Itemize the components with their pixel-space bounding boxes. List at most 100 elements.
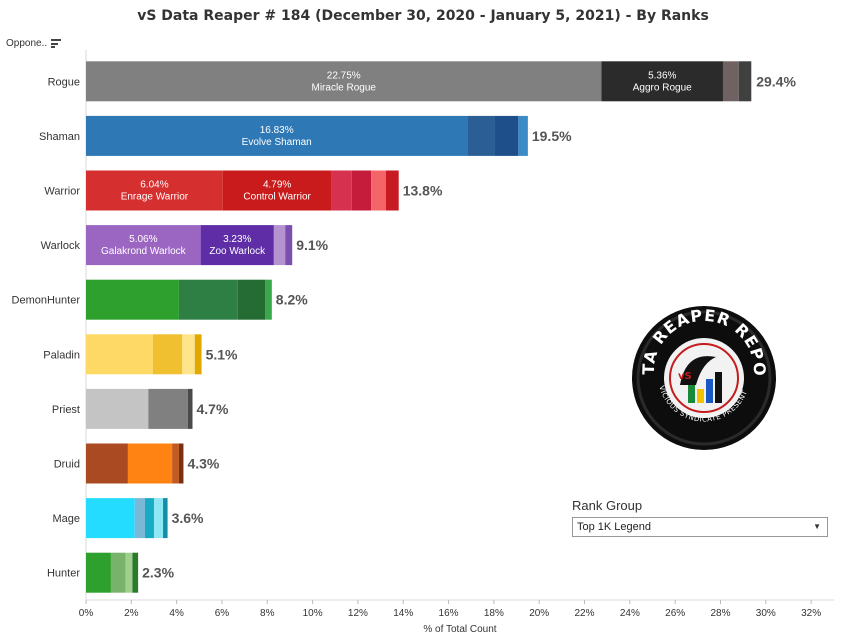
bar-total-label: 5.1% xyxy=(206,346,238,362)
x-tick-label: 4% xyxy=(169,608,184,619)
bar-total-label: 9.1% xyxy=(296,237,328,253)
bar-total-label: 29.4% xyxy=(756,73,796,89)
segment-percent-label: 3.23% xyxy=(223,234,251,245)
segment-archetype-label: Miracle Rogue xyxy=(312,82,377,93)
x-tick-label: 20% xyxy=(529,608,549,619)
logo-bar-blue xyxy=(706,379,713,403)
x-tick-label: 32% xyxy=(801,608,821,619)
bar-segment-druid[interactable] xyxy=(178,443,184,484)
sort-opponent-control[interactable]: Oppone.. xyxy=(6,38,62,49)
chevron-down-icon[interactable]: ▼ xyxy=(813,522,821,531)
x-tick-label: 30% xyxy=(756,608,776,619)
bar-segment-warrior[interactable] xyxy=(371,170,386,211)
category-label: Rogue xyxy=(48,76,80,88)
bar-segment-warrior[interactable] xyxy=(86,170,223,211)
bar-segment-hunter[interactable] xyxy=(132,552,139,593)
chart-title: vS Data Reaper # 184 (December 30, 2020 … xyxy=(137,8,709,24)
bar-segment-hunter[interactable] xyxy=(86,552,111,593)
bar-segment-mage[interactable] xyxy=(134,498,145,539)
logo-bar-yellow xyxy=(697,389,704,403)
bar-segment-hunter[interactable] xyxy=(125,552,133,593)
x-tick-label: 12% xyxy=(348,608,368,619)
x-tick-label: 24% xyxy=(620,608,640,619)
bar-segment-druid[interactable] xyxy=(127,443,173,484)
sort-label: Oppone.. xyxy=(6,38,48,49)
bar-segment-rogue[interactable] xyxy=(601,61,723,102)
bar-segment-mage[interactable] xyxy=(144,498,154,539)
bar-segment-rogue[interactable] xyxy=(722,61,739,102)
rank-group-select[interactable]: Top 1K Legend ▼ xyxy=(572,517,828,537)
x-axis-title: % of Total Count xyxy=(423,624,496,635)
x-tick-label: 10% xyxy=(303,608,323,619)
x-tick-label: 18% xyxy=(484,608,504,619)
segment-archetype-label: Control Warrior xyxy=(243,192,311,203)
segment-archetype-label: Zoo Warlock xyxy=(209,246,266,257)
bar-segment-priest[interactable] xyxy=(187,388,193,429)
category-label: Warlock xyxy=(41,240,81,252)
data-reaper-report-logo: DATA REAPER REPORT VICIOUS SYNDICATE PRE… xyxy=(630,293,776,450)
bar-segment-warlock[interactable] xyxy=(285,225,293,266)
bar-segment-mage[interactable] xyxy=(163,498,168,539)
bar-segment-rogue[interactable] xyxy=(738,61,752,102)
bar-total-label: 4.3% xyxy=(187,456,219,472)
bar-segment-paladin[interactable] xyxy=(152,334,183,375)
bar-segment-warlock[interactable] xyxy=(273,225,286,266)
bar-segment-paladin[interactable] xyxy=(86,334,153,375)
bar-segment-hunter[interactable] xyxy=(110,552,126,593)
bar-segment-mage[interactable] xyxy=(86,498,135,539)
x-tick-label: 28% xyxy=(710,608,730,619)
x-tick-label: 0% xyxy=(79,608,94,619)
segment-archetype-label: Evolve Shaman xyxy=(242,137,312,148)
bar-total-label: 19.5% xyxy=(532,128,572,144)
logo-bar-green xyxy=(688,385,695,403)
bar-segment-druid[interactable] xyxy=(172,443,179,484)
category-label: Priest xyxy=(52,404,80,416)
segment-archetype-label: Enrage Warrior xyxy=(121,192,189,203)
logo-bar-black xyxy=(715,372,722,403)
bar-segment-mage[interactable] xyxy=(153,498,164,539)
bar-segment-demonhunter[interactable] xyxy=(178,279,238,320)
bar-segment-demonhunter[interactable] xyxy=(237,279,266,320)
segment-archetype-label: Galakrond Warlock xyxy=(101,246,187,257)
bar-segment-priest[interactable] xyxy=(86,388,149,429)
bar-segment-warlock[interactable] xyxy=(200,225,274,266)
bar-segment-priest[interactable] xyxy=(148,388,188,429)
x-tick-label: 16% xyxy=(439,608,459,619)
segment-percent-label: 5.06% xyxy=(129,234,157,245)
bar-total-label: 8.2% xyxy=(276,292,308,308)
bar-segment-paladin[interactable] xyxy=(194,334,202,375)
segment-percent-label: 16.83% xyxy=(260,125,294,136)
category-label: Mage xyxy=(52,513,80,525)
bar-segment-shaman[interactable] xyxy=(494,115,519,156)
category-label: Paladin xyxy=(43,349,80,361)
bar-segment-warlock[interactable] xyxy=(86,225,201,266)
x-tick-label: 14% xyxy=(393,608,413,619)
bar-segment-warrior[interactable] xyxy=(222,170,332,211)
category-label: Shaman xyxy=(39,131,80,143)
segment-percent-label: 22.75% xyxy=(327,70,361,81)
scythe-icon xyxy=(680,356,716,385)
bar-segment-demonhunter[interactable] xyxy=(86,279,179,320)
bar-segment-rogue[interactable] xyxy=(86,61,602,102)
x-tick-label: 26% xyxy=(665,608,685,619)
bar-segment-warrior[interactable] xyxy=(351,170,372,211)
category-label: Hunter xyxy=(47,568,80,580)
bar-segment-shaman[interactable] xyxy=(86,115,468,156)
bar-segment-paladin[interactable] xyxy=(182,334,195,375)
bar-segment-warrior[interactable] xyxy=(331,170,352,211)
segment-percent-label: 5.36% xyxy=(648,70,676,81)
bar-segment-druid[interactable] xyxy=(86,443,128,484)
rank-group-value: Top 1K Legend xyxy=(577,521,652,533)
logo-inner-circle xyxy=(664,338,744,418)
sort-descending-icon[interactable] xyxy=(51,39,62,48)
bar-total-label: 13.8% xyxy=(403,183,443,199)
bar-segment-demonhunter[interactable] xyxy=(265,279,272,320)
category-label: Druid xyxy=(54,459,80,471)
x-tick-label: 6% xyxy=(215,608,230,619)
x-tick-label: 2% xyxy=(124,608,139,619)
bar-total-label: 3.6% xyxy=(172,510,204,526)
bar-segment-shaman[interactable] xyxy=(518,115,528,156)
bar-segment-warrior[interactable] xyxy=(385,170,399,211)
bar-segment-shaman[interactable] xyxy=(467,115,495,156)
